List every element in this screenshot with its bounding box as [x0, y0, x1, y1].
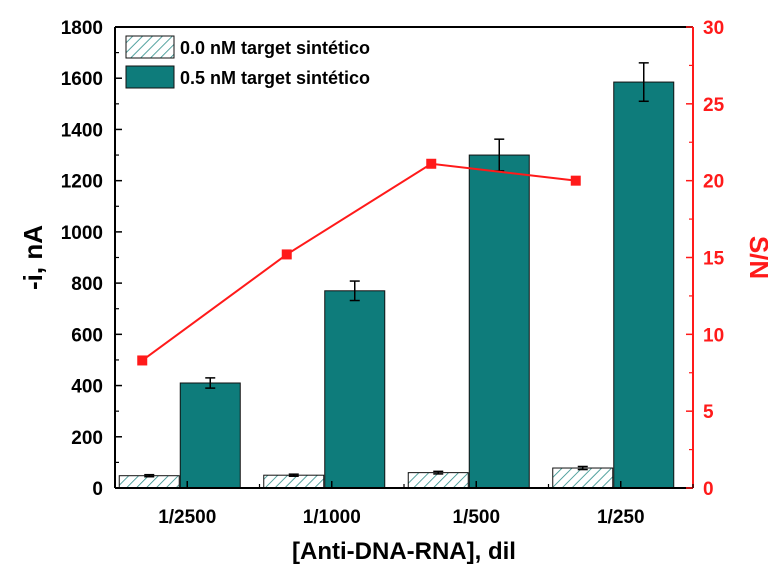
y-tick-label-left: 1000 — [61, 223, 103, 244]
bar-series1-1 — [118, 475, 180, 489]
legend-label-2: 0.5 nM target sintético — [180, 68, 370, 88]
bar-series1-3 — [407, 472, 469, 489]
sn-marker-1 — [137, 355, 148, 366]
y-tick-label-left: 1200 — [61, 172, 103, 193]
bar-series1-2 — [263, 474, 325, 489]
y-axis-title-left: -i, nA — [18, 225, 48, 290]
x-tick-label: 1/1000 — [303, 507, 361, 528]
y-tick-label-right: 25 — [703, 95, 725, 116]
y-tick-label-right: 5 — [703, 402, 714, 423]
y-tick-label-left: 1600 — [61, 69, 103, 90]
sn-marker-3 — [426, 158, 437, 169]
y-tick-label-left: 1800 — [61, 18, 103, 39]
sn-line — [141, 162, 576, 362]
bar-series2-1 — [179, 382, 241, 489]
y-tick-label-left: 400 — [71, 377, 103, 398]
bar-series2-2 — [324, 290, 386, 489]
legend-swatch-2 — [125, 65, 175, 89]
y-tick-label-left: 200 — [71, 428, 103, 449]
y-tick-label-left: 600 — [71, 325, 103, 346]
x-axis-title: [Anti-DNA-RNA], dil — [292, 538, 516, 564]
y-tick-label-right: 15 — [703, 249, 725, 270]
x-tick-label: 1/2500 — [158, 507, 216, 528]
y-tick-label-left: 800 — [71, 274, 103, 295]
y-tick-label-right: 0 — [703, 479, 714, 500]
y-tick-label-left: 0 — [92, 479, 103, 500]
legend-swatch-1 — [125, 35, 175, 59]
y-axis-title-right: S/N — [744, 236, 768, 279]
sn-marker-2 — [281, 249, 292, 260]
x-tick-label: 1/250 — [597, 507, 645, 528]
y-tick-label-right: 10 — [703, 325, 724, 346]
legend-label-1: 0.0 nM target sintético — [180, 38, 370, 58]
sn-marker-4 — [570, 175, 581, 186]
y-tick-label-right: 20 — [703, 172, 724, 193]
bar-series1-4 — [552, 467, 614, 489]
y-tick-label-left: 1400 — [61, 120, 103, 141]
bar-series2-4 — [613, 81, 675, 489]
bar-series2-3 — [468, 154, 530, 489]
x-tick-label: 1/500 — [452, 507, 500, 528]
plot-layer: 0 200 400 600 800 1000 1200 1400 1600 1800 0 5 10 15 2… — [18, 18, 768, 564]
y-tick-label-right: 30 — [703, 18, 724, 39]
